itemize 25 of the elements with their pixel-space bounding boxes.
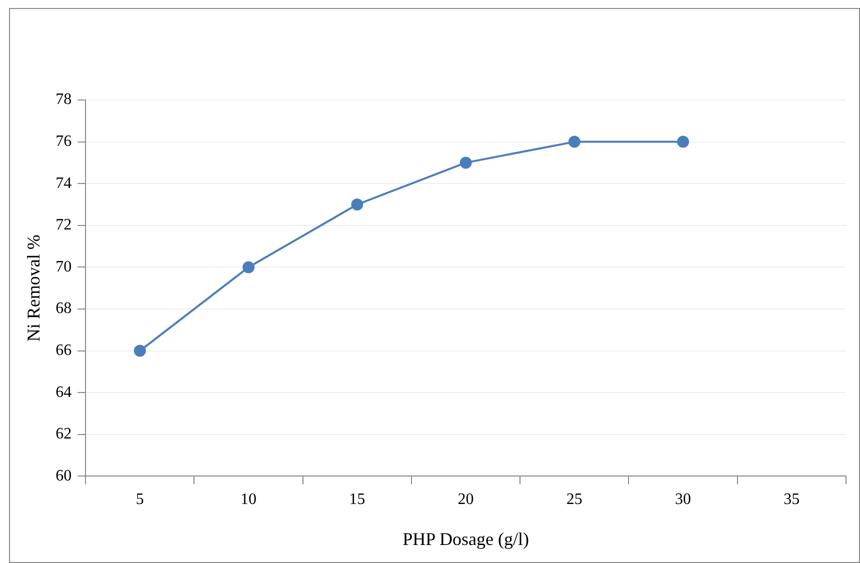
y-tick-label: 68 bbox=[56, 300, 72, 318]
point bbox=[134, 344, 146, 357]
point bbox=[568, 136, 580, 148]
x-tick-label: 30 bbox=[675, 491, 692, 508]
y-axis-title: Ni Removal % bbox=[24, 234, 44, 342]
y-tick-label: 66 bbox=[56, 342, 72, 360]
x-tick-label: 20 bbox=[458, 491, 474, 508]
y-tick-label: 64 bbox=[56, 384, 72, 401]
point bbox=[351, 198, 364, 210]
point bbox=[460, 156, 472, 169]
y-tick-label: 70 bbox=[56, 258, 72, 276]
x-tick-label: 5 bbox=[136, 491, 144, 508]
y-tick-label: 74 bbox=[56, 174, 72, 192]
x-tick-label: 10 bbox=[240, 491, 257, 508]
y-tick-label: 62 bbox=[56, 426, 72, 443]
x-axis-title: PHP Dosage (g/l) bbox=[402, 528, 529, 549]
y-tick-label: 72 bbox=[56, 216, 72, 234]
y-tick-label: 60 bbox=[56, 467, 72, 484]
y-tick-label: 78 bbox=[56, 91, 72, 108]
y-tick-label: 76 bbox=[56, 133, 72, 150]
x-tick-label: 15 bbox=[349, 491, 366, 508]
point bbox=[677, 136, 690, 148]
x-tick-label: 35 bbox=[784, 491, 800, 508]
point bbox=[242, 261, 255, 274]
x-tick-label: 25 bbox=[566, 491, 582, 508]
